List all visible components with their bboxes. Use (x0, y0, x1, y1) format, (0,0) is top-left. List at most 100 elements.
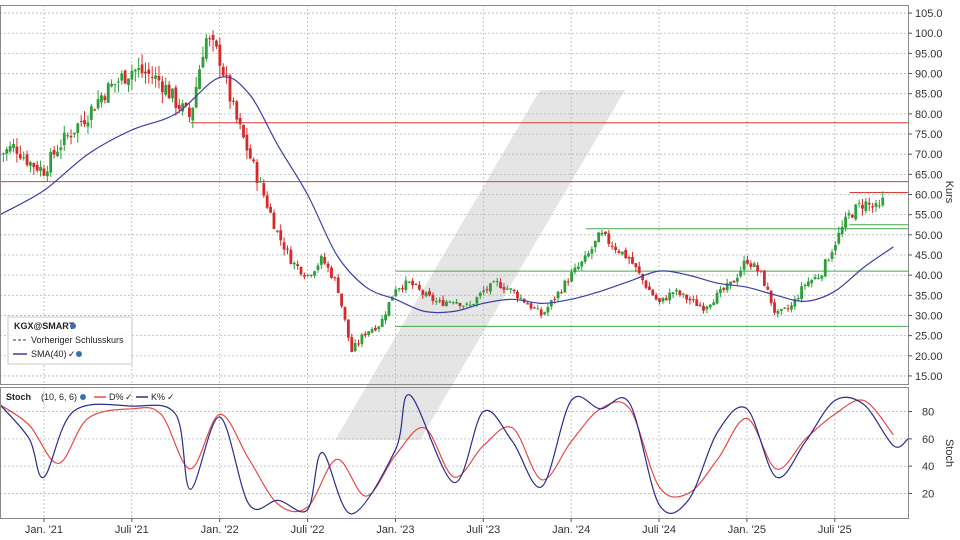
y-tick-label: 80 (922, 407, 934, 419)
candle-body (86, 122, 90, 127)
candle-body (397, 288, 401, 290)
candle-body (12, 143, 15, 149)
y-tick-label: 65.00 (915, 169, 943, 181)
candle-body (620, 251, 624, 255)
candle-body (861, 204, 864, 209)
candle-body (739, 270, 743, 277)
candle-body (850, 214, 854, 218)
candle-body (421, 290, 425, 295)
candle-body (573, 267, 577, 273)
candle-body (587, 253, 590, 257)
stoch-k-line (0, 394, 909, 515)
candle-body (834, 244, 837, 251)
candle-body (130, 70, 134, 80)
candle-body (800, 286, 803, 300)
candle-body (512, 289, 516, 292)
candle-body (73, 132, 76, 135)
x-tick-label: Juli '24 (642, 524, 676, 536)
candle-body (1, 153, 5, 155)
candle-body (330, 267, 333, 278)
legend-k-label: K% (151, 392, 165, 402)
candle-body (746, 259, 749, 264)
stoch-legend: Stoch (10, 6, 6) D% ✓ K% ✓ (6, 392, 175, 402)
candle-body (867, 202, 871, 205)
stoch-d-line (0, 399, 894, 513)
candle-body (698, 304, 702, 307)
checkmark-icon[interactable]: ✓ (125, 392, 133, 402)
candle-body (231, 100, 235, 102)
candle-body (438, 300, 442, 302)
candle-body (553, 298, 557, 300)
candle-body (505, 288, 509, 290)
price-legend: KGX@SMART Vorheriger Schlusskurs SMA(40)… (7, 316, 133, 365)
settings-icon[interactable] (80, 394, 86, 400)
y-tick-label: 55.00 (915, 210, 943, 222)
y-tick-label: 30.00 (915, 310, 943, 322)
candle-body (275, 230, 279, 232)
candle-body (637, 266, 641, 274)
candle-body (160, 81, 164, 93)
candle-body (735, 277, 739, 282)
candle-body (316, 265, 320, 270)
legend-prev-close: Vorheriger Schlusskurs (31, 335, 124, 345)
candle-body (614, 246, 617, 251)
y-tick-label: 90.00 (915, 69, 943, 81)
candle-body (773, 302, 776, 313)
x-tick-label: Juli '23 (466, 524, 500, 536)
candle-body (468, 304, 472, 306)
candle-body (556, 291, 560, 299)
candle-body (350, 337, 354, 352)
y-tick-label: 60.00 (915, 190, 943, 202)
candle-body (492, 281, 496, 283)
candle-body (532, 307, 536, 309)
candle-body (570, 272, 574, 282)
candle-body (519, 297, 523, 299)
candle-body (583, 255, 587, 262)
candle-body (340, 293, 344, 307)
candle-body (59, 147, 63, 151)
candle-body (776, 310, 780, 314)
candle-body (336, 277, 340, 293)
candle-body (357, 343, 360, 345)
candle-body (705, 306, 709, 310)
candle-body (607, 233, 611, 245)
candle-body (144, 71, 147, 74)
candle-body (502, 286, 506, 290)
candle-body (235, 101, 239, 120)
candle-body (367, 331, 371, 335)
candle-body (434, 301, 438, 303)
candle-body (485, 289, 489, 291)
candle-body (576, 266, 580, 269)
candle-body (725, 283, 729, 291)
candle-body (259, 181, 262, 183)
candle-body (803, 284, 807, 287)
candle-body (752, 263, 756, 267)
candle-body (877, 205, 881, 207)
candle-body (749, 263, 753, 267)
candle-body (759, 270, 763, 272)
y-tick-label: 100.0 (915, 28, 943, 40)
candle-body (857, 203, 861, 205)
candle-body (211, 34, 215, 40)
candle-body (529, 303, 533, 309)
candle-body (326, 263, 330, 268)
candle-body (194, 86, 198, 108)
candle-body (543, 312, 546, 315)
candle-body (238, 118, 242, 125)
y-tick-label: 35.00 (915, 290, 943, 302)
candle-body (76, 123, 80, 134)
checkmark-icon[interactable]: ✓ (167, 392, 175, 402)
candle-body (346, 319, 350, 338)
candle-body (817, 278, 820, 280)
candle-body (823, 259, 827, 277)
candle-body (424, 292, 428, 297)
candle-body (691, 299, 695, 301)
settings-icon[interactable] (70, 323, 76, 329)
y-tick-label: 80.00 (915, 109, 943, 121)
stoch-grid (0, 387, 908, 518)
candle-body (685, 294, 688, 300)
candle-body (279, 230, 283, 241)
candle-body (566, 281, 570, 283)
settings-icon[interactable] (76, 351, 82, 357)
checkmark-icon[interactable]: ✓ (68, 349, 76, 359)
